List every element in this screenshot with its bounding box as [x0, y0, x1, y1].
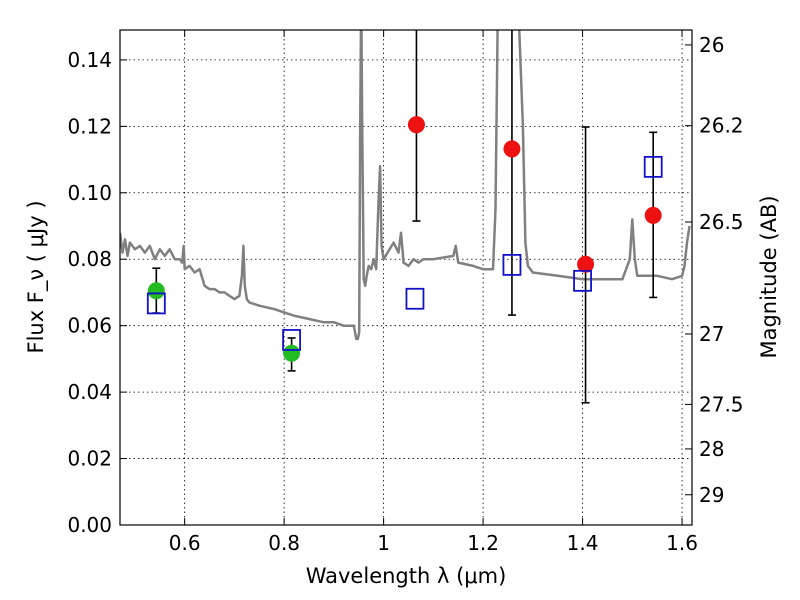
observed-point-red [644, 206, 662, 224]
observed-point-red [407, 116, 425, 134]
model-photometry-square [146, 292, 166, 315]
x-tick-label: 0.8 [268, 531, 300, 555]
y-tick-label: 0.06 [67, 314, 112, 338]
x-tick-label: 1.4 [567, 531, 599, 555]
marker-layer [146, 116, 663, 362]
y-tick-label: 0.04 [67, 380, 112, 404]
plot-frame [119, 29, 693, 526]
y-axis-label: Flux F_ν ( μJy ) [24, 200, 49, 353]
x-axis-label: Wavelength λ (μm) [306, 564, 507, 588]
y-tick-label: 0.14 [67, 48, 112, 72]
y-right-tick-label: 28 [699, 437, 724, 461]
model-photometry-square [502, 253, 522, 276]
x-tick-label: 1 [377, 531, 390, 555]
model-photometry-square [643, 155, 663, 178]
axis-layer: 0.6 0.8 1 1.2 1.4 1.6 0.00 0.02 0.04 0.06 0.08 0.10… [67, 30, 744, 555]
y-tick-label: 0.10 [67, 181, 112, 205]
y-right-tick-label: 26.2 [699, 114, 744, 138]
x-tick-label: 0.6 [169, 531, 201, 555]
y-tick-label: 0.12 [67, 114, 112, 138]
y-right-tick-label: 29 [699, 483, 724, 507]
y-right-tick-label: 26 [699, 33, 724, 57]
y-right-tick-label: 26.5 [699, 210, 744, 234]
y-right-tick-label: 27.5 [699, 392, 744, 416]
model-photometry-square [405, 287, 425, 310]
observed-point-green [147, 282, 165, 300]
observed-point-red [503, 140, 521, 158]
x-tick-label: 1.6 [666, 531, 698, 555]
observed-point-green [283, 344, 301, 362]
y-axis-right-label: Magnitude (AB) [757, 195, 781, 358]
y-tick-label: 0.02 [67, 447, 112, 471]
y-tick-label: 0.00 [67, 513, 112, 537]
plot-area [120, 30, 691, 341]
observed-point-red [577, 255, 595, 273]
data-layer [120, 30, 691, 341]
model-photometry-square [282, 329, 302, 351]
model-photometry-square [573, 269, 592, 292]
grid-layer [120, 30, 692, 526]
x-tick-label: 1.2 [467, 531, 499, 555]
y-tick-label: 0.08 [67, 247, 112, 271]
model-spectrum-line [120, 30, 691, 341]
y-right-tick-label: 27 [699, 322, 724, 346]
